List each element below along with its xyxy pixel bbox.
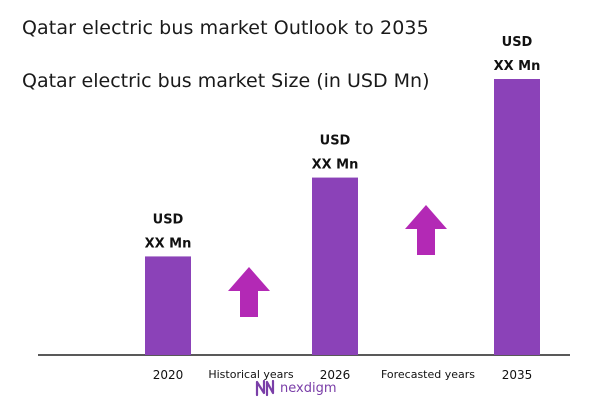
data-label-2020-2: XX Mn xyxy=(145,236,192,251)
chart-subtitle: Qatar electric bus market Size (in USD M… xyxy=(22,70,430,92)
period-label-2: Forecasted years xyxy=(381,368,475,381)
period-label-1: Historical years xyxy=(208,368,294,381)
bar-2026 xyxy=(312,177,358,355)
bar-2020 xyxy=(145,256,191,355)
growth-arrow-forecast-icon xyxy=(405,205,447,255)
brand-logo: nexdigm xyxy=(255,379,336,397)
data-label-2026-2: XX Mn xyxy=(312,158,359,173)
bar-2035 xyxy=(494,79,540,355)
x-tick-label-2026: 2026 xyxy=(320,368,351,382)
growth-arrow-historical-icon xyxy=(228,267,270,317)
data-label-2035-1: USD xyxy=(502,35,533,50)
brand-name: nexdigm xyxy=(280,380,337,396)
data-label-2020-1: USD xyxy=(153,212,184,227)
data-label-2026-1: USD xyxy=(320,134,351,149)
data-label-2035-2: XX Mn xyxy=(494,59,541,74)
x-tick-label-2020: 2020 xyxy=(153,368,184,382)
x-tick-label-2035: 2035 xyxy=(502,368,533,382)
chart-title: Qatar electric bus market Outlook to 203… xyxy=(22,17,429,39)
nexdigm-logo-icon xyxy=(255,379,275,397)
